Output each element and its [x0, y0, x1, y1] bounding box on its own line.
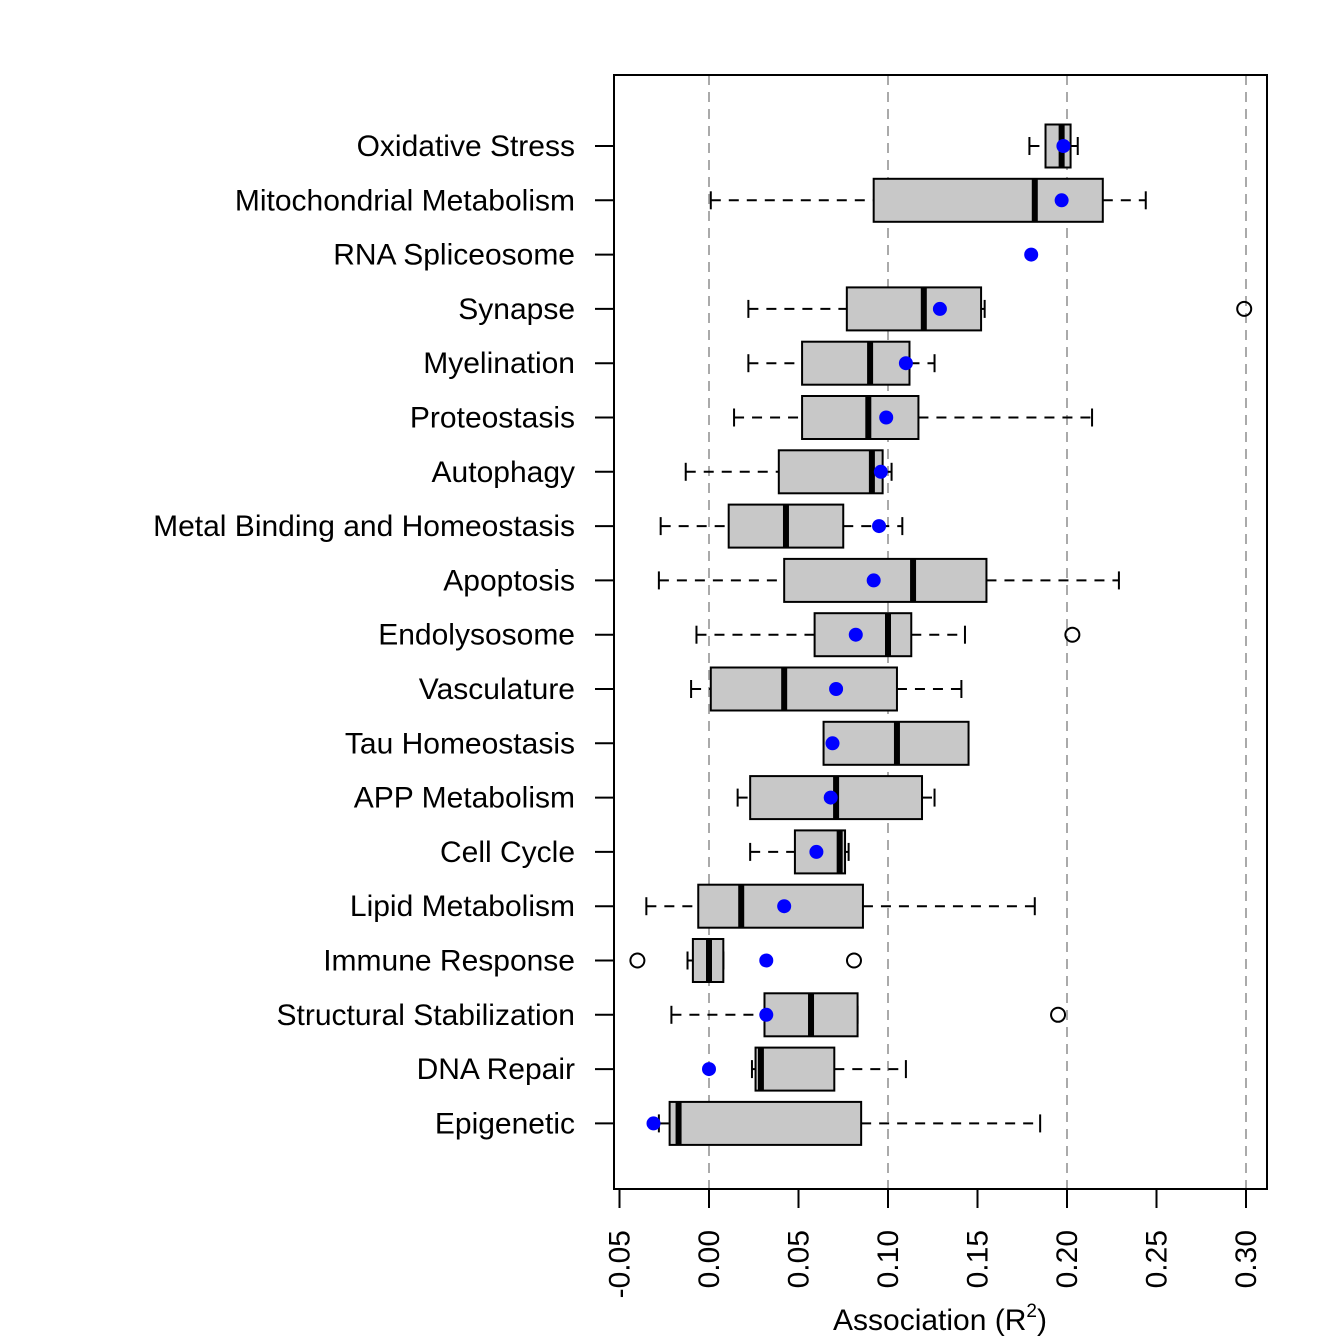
- category-label: Cell Cycle: [440, 836, 575, 869]
- mean-point: [873, 464, 888, 479]
- x-tick-label: 0.25: [1141, 1230, 1174, 1288]
- boxplot-row: [749, 829, 850, 875]
- mean-point: [809, 844, 824, 859]
- box-iqr: [668, 1100, 863, 1146]
- outlier-point: [845, 952, 862, 969]
- x-axis-title: Association (R2): [833, 1301, 1047, 1337]
- mean-point: [702, 1062, 716, 1077]
- boxplot-row: [659, 503, 904, 549]
- mean-point: [1054, 193, 1069, 208]
- boxplot-row: [733, 395, 1094, 440]
- boxplot-row: [709, 177, 1147, 223]
- x-tick-label: 0.20: [1051, 1230, 1084, 1288]
- boxplot-row: [670, 992, 1067, 1038]
- box-iqr: [777, 449, 884, 495]
- category-label: APP Metabolism: [354, 782, 575, 815]
- boxplot-row: [736, 775, 936, 821]
- box-iqr: [801, 395, 920, 440]
- mean-point: [823, 790, 838, 805]
- boxplot-row: [657, 557, 1120, 603]
- x-axis: -0.05 0.00 0.05 0.10 0.15 0.20 0.25 0.30: [604, 1188, 1263, 1298]
- box-iqr: [801, 340, 911, 386]
- category-label: Myelination: [423, 347, 575, 380]
- mean-point: [879, 410, 894, 425]
- mean-point: [866, 573, 881, 588]
- mean-point: [932, 301, 947, 316]
- boxplots: [629, 123, 1253, 1146]
- mean-point: [1024, 247, 1039, 262]
- boxplot-row: [629, 938, 862, 983]
- boxplot-row: [684, 449, 893, 495]
- y-axis: Oxidative Stress Mitochondrial Metabolism…: [153, 130, 614, 1140]
- boxplot-row: [695, 612, 1081, 658]
- boxplot-row: [1024, 247, 1039, 262]
- x-tick-label: 0.10: [872, 1230, 905, 1288]
- category-label: Immune Response: [323, 945, 575, 978]
- mean-point: [759, 1007, 774, 1022]
- category-label: Proteostasis: [410, 402, 575, 435]
- mean-point: [872, 519, 887, 534]
- mean-point: [898, 356, 913, 371]
- category-label: Epigenetic: [435, 1107, 575, 1140]
- x-tick-label: 0.05: [783, 1230, 816, 1288]
- boxplot-row: [1028, 123, 1079, 169]
- category-label: Endolysosome: [378, 619, 575, 652]
- box-iqr: [783, 557, 988, 603]
- category-label: Metal Binding and Homeostasis: [153, 510, 575, 543]
- category-label: Vasculature: [419, 673, 575, 706]
- outlier-point: [1236, 300, 1253, 317]
- boxplot-row: [690, 666, 963, 712]
- plot-frame: [613, 74, 1268, 1190]
- mean-point: [759, 953, 774, 968]
- x-tick-label: -0.05: [604, 1230, 637, 1298]
- category-label: DNA Repair: [417, 1053, 575, 1086]
- mean-point: [777, 899, 792, 914]
- category-label: Structural Stabilization: [277, 999, 575, 1032]
- box-iqr: [813, 612, 913, 658]
- mean-point: [1056, 139, 1071, 153]
- category-label: Mitochondrial Metabolism: [235, 184, 575, 217]
- mean-point: [829, 682, 844, 696]
- boxplot-row: [747, 340, 936, 386]
- boxplot-row: [645, 883, 1036, 929]
- box-iqr: [845, 286, 983, 332]
- boxplot-row: [747, 286, 1253, 332]
- category-label: Tau Homeostasis: [345, 727, 575, 760]
- mean-point: [825, 736, 840, 751]
- boxplot-row: [646, 1100, 1042, 1146]
- mean-point: [848, 627, 863, 642]
- mean-point: [646, 1116, 661, 1131]
- category-label: RNA Spliceosome: [333, 239, 575, 272]
- category-label: Apoptosis: [443, 564, 575, 597]
- outlier-point: [629, 952, 646, 969]
- outlier-point: [1050, 1006, 1067, 1023]
- x-tick-label: 0.00: [693, 1230, 726, 1288]
- boxplot-row: [702, 1046, 907, 1092]
- category-label: Oxidative Stress: [357, 130, 575, 163]
- category-label: Synapse: [458, 293, 575, 326]
- category-label: Lipid Metabolism: [350, 890, 575, 923]
- box-iqr: [754, 1046, 836, 1092]
- outlier-point: [1064, 626, 1081, 643]
- x-tick-label: 0.30: [1230, 1230, 1263, 1288]
- boxplot-row: [822, 720, 970, 766]
- x-tick-label: 0.15: [962, 1230, 995, 1288]
- box-iqr: [709, 666, 898, 712]
- category-label: Autophagy: [432, 456, 575, 489]
